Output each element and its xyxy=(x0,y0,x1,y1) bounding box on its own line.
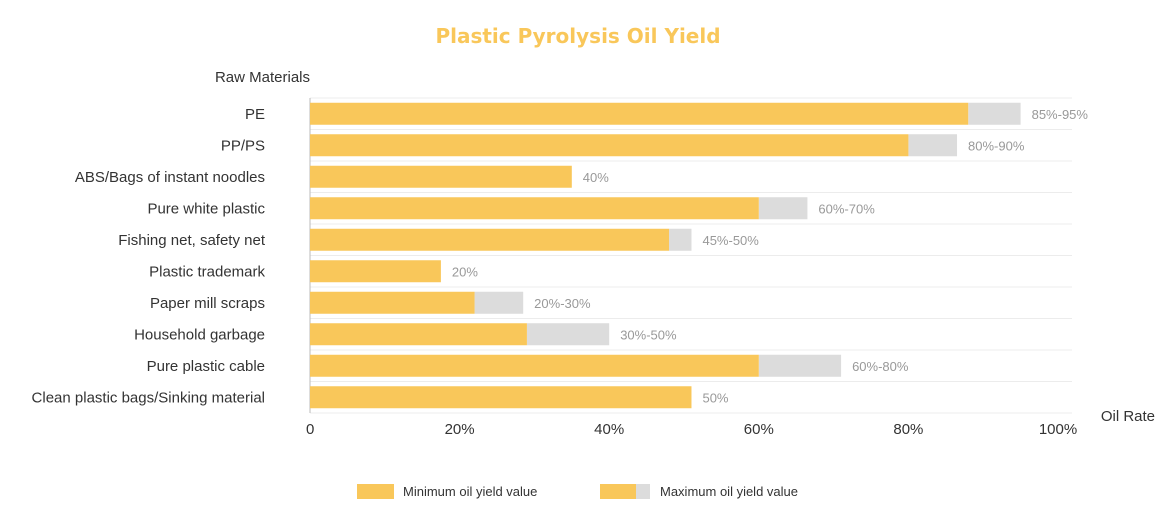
category-label: PE xyxy=(245,106,265,123)
category-label: Pure white plastic xyxy=(147,200,265,217)
category-label: Household garbage xyxy=(134,326,265,343)
bar-max-8[interactable] xyxy=(758,354,842,377)
chart-title: Plastic Pyrolysis Oil Yield xyxy=(435,24,720,48)
bar-min-0[interactable] xyxy=(310,102,969,125)
value-label: 30%-50% xyxy=(620,327,677,342)
category-label: PP/PS xyxy=(221,137,265,154)
bar-min-3[interactable] xyxy=(310,197,759,220)
legend-swatch-1-0[interactable] xyxy=(600,484,636,499)
category-label: Paper mill scraps xyxy=(150,295,265,312)
category-label: Fishing net, safety net xyxy=(118,232,266,249)
value-label: 20%-30% xyxy=(534,296,591,311)
x-tick-label: 40% xyxy=(594,421,624,438)
bar-min-4[interactable] xyxy=(310,228,670,251)
category-label: ABS/Bags of instant noodles xyxy=(75,169,265,186)
x-tick-labels: 0 20% 40% 60% 80% 100% xyxy=(306,421,1077,438)
bar-min-5[interactable] xyxy=(310,260,441,283)
bar-max-4[interactable] xyxy=(669,228,692,251)
x-tick-label: 80% xyxy=(893,421,923,438)
bar-min-1[interactable] xyxy=(310,134,909,157)
x-tick-label: 60% xyxy=(744,421,774,438)
legend-label[interactable]: Maximum oil yield value xyxy=(660,484,798,499)
value-label: 85%-95% xyxy=(1032,107,1089,122)
labels: PE 85%-95% PP/PS 80%-90% ABS/Bags of instant… xyxy=(32,106,1089,407)
value-label: 40% xyxy=(583,170,609,185)
bar-min-9[interactable] xyxy=(310,386,692,409)
bar-min-8[interactable] xyxy=(310,354,759,377)
bar-min-2[interactable] xyxy=(310,165,572,188)
value-label: 20% xyxy=(452,264,478,279)
legend-swatch-0-0[interactable] xyxy=(357,484,394,499)
value-label: 45%-50% xyxy=(702,233,759,248)
bars xyxy=(310,102,1021,409)
value-label: 60%-80% xyxy=(852,359,909,374)
bar-max-0[interactable] xyxy=(968,102,1021,125)
x-tick-label: 100% xyxy=(1039,421,1077,438)
bar-max-6[interactable] xyxy=(474,291,524,314)
bar-min-7[interactable] xyxy=(310,323,527,346)
x-tick-label: 20% xyxy=(445,421,475,438)
category-label: Plastic trademark xyxy=(149,263,265,280)
legend-swatch-1-1[interactable] xyxy=(636,484,650,499)
bar-max-1[interactable] xyxy=(908,134,958,157)
category-label: Clean plastic bags/Sinking material xyxy=(32,389,265,406)
x-tick-label: 0 xyxy=(306,421,314,438)
category-label: Pure plastic cable xyxy=(147,358,265,375)
bar-max-3[interactable] xyxy=(758,197,808,220)
value-label: 50% xyxy=(702,390,728,405)
value-label: 60%-70% xyxy=(818,201,875,216)
bar-min-6[interactable] xyxy=(310,291,475,314)
x-axis-title: Oil Rate xyxy=(1101,408,1155,425)
value-label: 80%-90% xyxy=(968,138,1025,153)
legend-label[interactable]: Minimum oil yield value xyxy=(403,484,537,499)
legend[interactable]: Minimum oil yield value Maximum oil yield… xyxy=(357,484,798,499)
bar-max-7[interactable] xyxy=(526,323,610,346)
y-axis-title: Raw Materials xyxy=(215,69,310,86)
